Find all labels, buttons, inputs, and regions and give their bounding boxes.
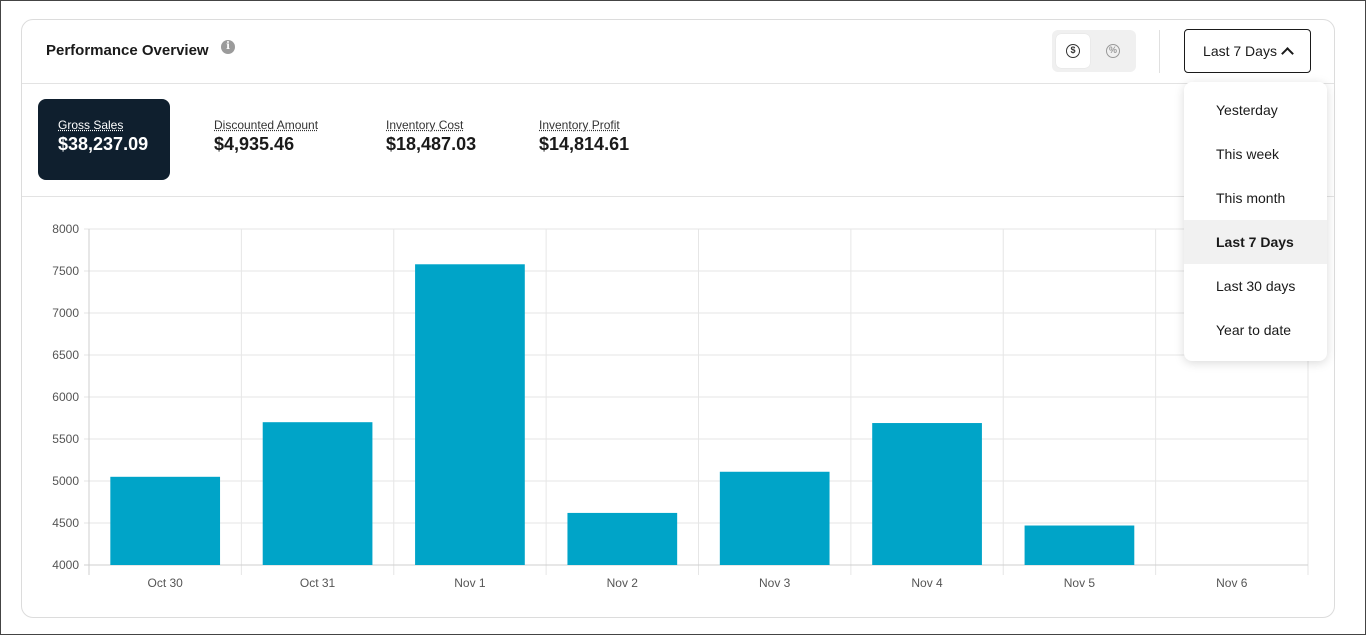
metric-label: Gross Sales [58, 118, 124, 132]
dropdown-option-this-month[interactable]: This month [1216, 190, 1286, 206]
metric-value: $4,935.46 [214, 134, 295, 154]
metric-value: $38,237.09 [58, 134, 149, 154]
metric-discounted-amount[interactable]: Discounted Amount $4,935.46 [194, 99, 344, 180]
info-icon[interactable]: i [221, 40, 235, 54]
gross-sales-bar-chart: 4000 4500 5000 5500 6000 6500 7000 7500 8000 Oct … [52, 222, 1309, 590]
y-tick-label: 5000 [52, 474, 79, 488]
metrics-row: Gross Sales $38,237.09 Discounted Amount… [22, 84, 1334, 197]
dropdown-option-yesterday[interactable]: Yesterday [1216, 102, 1278, 118]
chevron-up-icon [1281, 47, 1294, 60]
x-tick-label: Nov 3 [759, 576, 791, 590]
metric-inventory-cost[interactable]: Inventory Cost $18,487.03 [366, 99, 496, 180]
y-tick-label: 4000 [52, 558, 79, 572]
y-tick-label: 7000 [52, 306, 79, 320]
dropdown-option-this-week[interactable]: This week [1216, 146, 1280, 162]
bar-nov-1 [415, 264, 525, 565]
y-tick-label: 4500 [52, 516, 79, 530]
header-divider [1159, 30, 1160, 73]
x-tick-label: Nov 2 [607, 576, 639, 590]
metric-inventory-profit[interactable]: Inventory Profit $14,814.61 [519, 99, 649, 180]
dropdown-option-year-to-date[interactable]: Year to date [1216, 322, 1291, 338]
page-title: Performance Overview [46, 42, 209, 59]
metric-gross-sales[interactable]: Gross Sales $38,237.09 [38, 99, 170, 180]
value-mode-toggle: $ % [1052, 30, 1136, 72]
metric-value: $14,814.61 [539, 134, 630, 154]
y-tick-label: 7500 [52, 264, 79, 278]
y-tick-label: 5500 [52, 432, 79, 446]
bar-nov-4 [872, 423, 982, 565]
dropdown-option-last-30-days[interactable]: Last 30 days [1216, 278, 1296, 294]
date-range-button[interactable]: Last 7 Days [1184, 29, 1311, 73]
percent-circle-icon: % [1106, 44, 1120, 58]
metric-label: Inventory Profit [539, 118, 620, 132]
x-tick-label: Nov 4 [911, 576, 943, 590]
metric-label: Inventory Cost [386, 118, 464, 132]
x-tick-label: Oct 31 [300, 576, 336, 590]
date-range-dropdown: Yesterday This week This month Last 7 Days L… [1184, 82, 1327, 361]
x-tick-label: Nov 6 [1216, 576, 1248, 590]
metric-label: Discounted Amount [214, 118, 319, 132]
bar-oct-30 [110, 476, 221, 565]
bar-oct-31 [262, 422, 373, 565]
card-header: Performance Overview i $ % Last 7 Days [22, 20, 1334, 84]
bar-nov-2 [567, 512, 678, 565]
y-tick-label: 6000 [52, 390, 79, 404]
percent-mode-button[interactable]: % [1096, 34, 1130, 68]
date-range-label: Last 7 Days [1203, 43, 1277, 59]
metric-value: $18,487.03 [386, 134, 477, 154]
dollar-mode-button[interactable]: $ [1056, 34, 1090, 68]
bar-nov-3 [719, 471, 830, 565]
x-tick-label: Nov 5 [1064, 576, 1096, 590]
y-tick-label: 8000 [52, 222, 79, 236]
y-tick-label: 6500 [52, 348, 79, 362]
dollar-circle-icon: $ [1066, 44, 1080, 58]
dropdown-option-last-7-days[interactable]: Last 7 Days [1184, 220, 1327, 264]
performance-card: Performance Overview i $ % Last 7 Days G… [21, 19, 1335, 618]
x-tick-label: Oct 30 [148, 576, 184, 590]
x-tick-label: Nov 1 [454, 576, 486, 590]
bar-nov-5 [1024, 525, 1135, 565]
